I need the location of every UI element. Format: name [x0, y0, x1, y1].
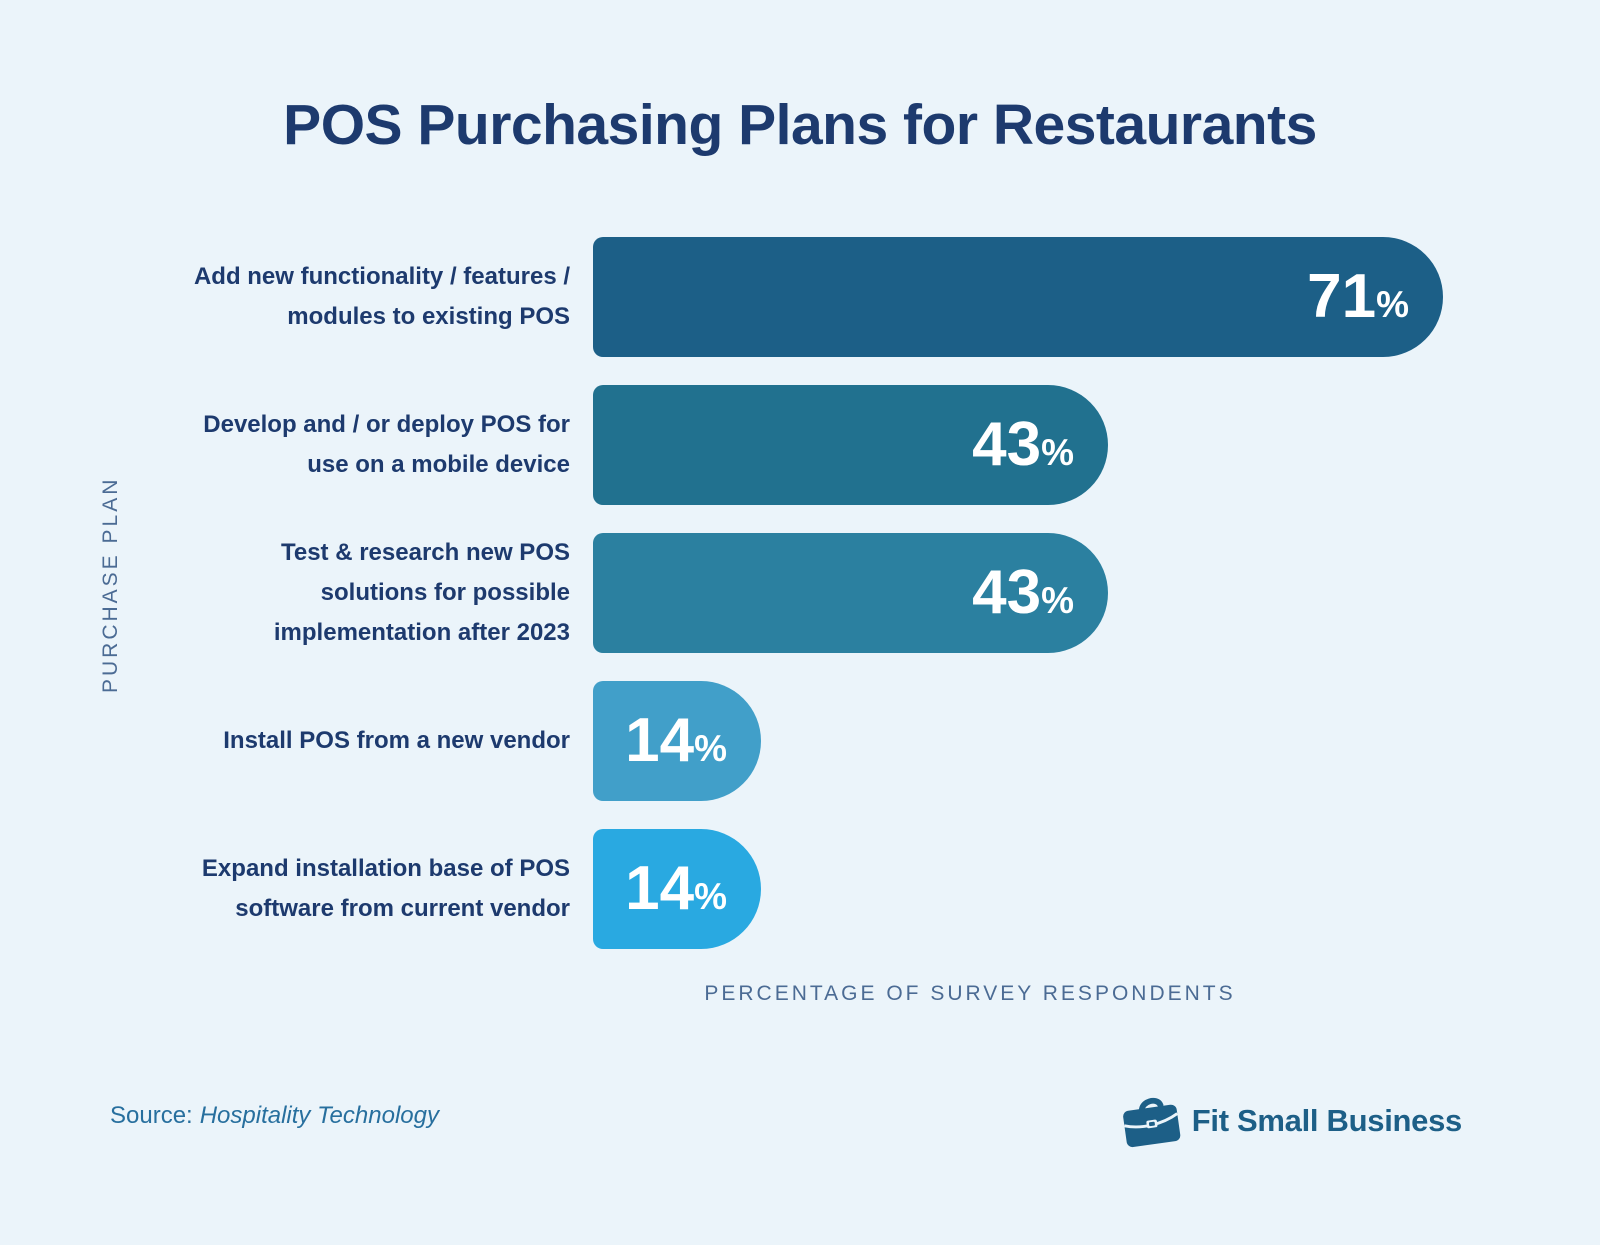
bar-row: Install POS from a new vendor 14%: [0, 681, 1443, 801]
category-label: Develop and / or deploy POS for use on a…: [203, 411, 570, 478]
value-label: 14%: [625, 706, 727, 775]
category-label: Install POS from a new vendor: [223, 727, 570, 754]
x-axis-label: PERCENTAGE OF SURVEY RESPONDENTS: [704, 982, 1236, 1005]
category-label: Add new functionality / features / modul…: [193, 263, 570, 330]
bar-row: Add new functionality / features / modul…: [0, 237, 1443, 357]
category-label: Expand installation base of POS software…: [201, 855, 570, 922]
fit-small-business-logo: Fit Small Business: [1121, 1093, 1462, 1149]
bar-row: Expand installation base of POS software…: [0, 829, 1443, 949]
bar-row: Develop and / or deploy POS for use on a…: [0, 385, 1443, 505]
page-title: POS Purchasing Plans for Restaurants: [283, 93, 1317, 157]
bar: 14%: [593, 829, 761, 949]
value-label: 71%: [1307, 262, 1409, 331]
bar: 43%: [593, 385, 1108, 505]
bar-chart: Add new functionality / features / modul…: [0, 237, 1443, 977]
value-label: 43%: [972, 558, 1074, 627]
bar: 71%: [593, 237, 1443, 357]
source-credit: Source: Hospitality Technology: [110, 1102, 439, 1130]
source-name: Hospitality Technology: [199, 1102, 439, 1129]
bar-row: Test & research new POS solutions for po…: [0, 533, 1443, 653]
category-label: Test & research new POS solutions for po…: [273, 539, 570, 646]
logo-text: Fit Small Business: [1191, 1103, 1463, 1138]
value-label: 14%: [625, 854, 727, 923]
briefcase-icon: [1121, 1093, 1183, 1149]
bar: 14%: [593, 681, 761, 801]
bar: 43%: [593, 533, 1108, 653]
source-prefix: Source:: [110, 1102, 193, 1129]
value-label: 43%: [972, 410, 1074, 479]
